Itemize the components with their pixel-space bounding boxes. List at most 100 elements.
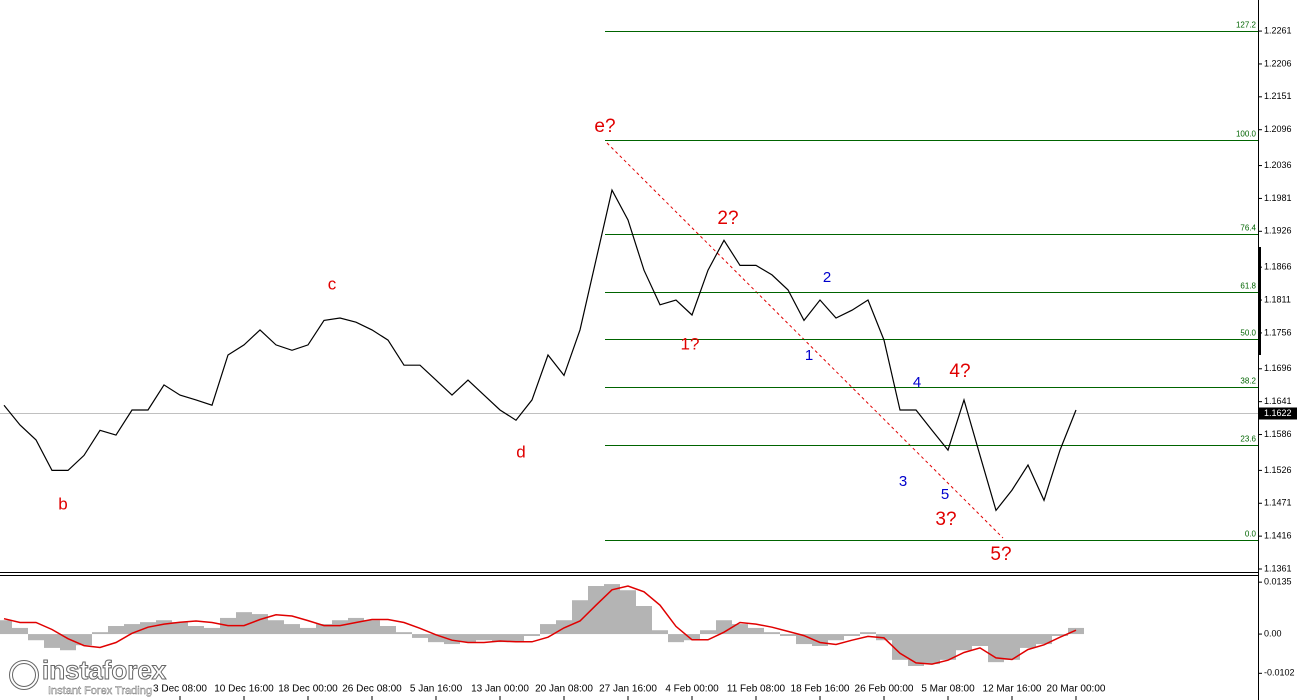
x-tick-label: 20 Jan 08:00: [535, 684, 593, 695]
macd-bar: [700, 630, 716, 635]
x-tick-label: 18 Dec 00:00: [278, 684, 338, 695]
macd-bar: [60, 634, 76, 651]
macd-bar: [652, 630, 668, 635]
wave-label: 3?: [935, 509, 956, 530]
macd-bar: [956, 634, 972, 651]
macd-bar: [428, 634, 444, 643]
y-tick-label: 1.1641: [1264, 396, 1292, 406]
macd-bar: [796, 634, 812, 645]
macd-bar: [732, 624, 748, 635]
macd-bar: [124, 624, 140, 635]
x-tick-label: 20 Mar 00:00: [1047, 684, 1106, 695]
wave-label: 1?: [681, 334, 700, 353]
wave-label: 2?: [717, 208, 738, 229]
macd-bar: [812, 634, 828, 646]
x-tick-label: 18 Feb 16:00: [791, 684, 850, 695]
x-tick-label: 12 Mar 16:00: [983, 684, 1042, 695]
current-price-label: 1.1622: [1264, 408, 1292, 418]
wave-label: e?: [594, 116, 615, 137]
macd-bar: [92, 632, 108, 635]
macd-bar: [396, 632, 412, 635]
x-tick-label: 10 Dec 16:00: [214, 684, 274, 695]
wave-label: 5: [941, 486, 949, 503]
macd-bar: [844, 634, 860, 636]
macd-bar: [780, 634, 796, 636]
current-price-box: [1259, 407, 1297, 420]
macd-bar: [172, 622, 188, 635]
macd-bar: [588, 586, 604, 635]
x-tick-label: 4 Feb 00:00: [665, 684, 719, 695]
y-tick-label: 1.1981: [1264, 193, 1292, 203]
y-tick-label: -0.0102: [1264, 668, 1295, 678]
y-tick-label: 1.2096: [1264, 124, 1292, 134]
macd-bar: [476, 634, 492, 641]
macd-bar: [1052, 634, 1068, 636]
macd-bar: [1020, 634, 1036, 648]
x-tick-label: 5 Mar 08:00: [921, 684, 975, 695]
macd-bar: [492, 634, 508, 643]
y-tick-label: 1.2206: [1264, 58, 1292, 68]
wave-label: 4: [913, 374, 921, 391]
y-tick-label: 0.00: [1264, 628, 1282, 638]
logo-icon: [10, 661, 38, 689]
macd-bar: [908, 634, 924, 666]
macd-bar: [1036, 634, 1052, 645]
macd-bar: [412, 634, 428, 638]
fib-label: 50.0: [1240, 329, 1256, 338]
wave-label: 2: [823, 269, 831, 286]
x-tick-label: 13 Jan 00:00: [471, 684, 529, 695]
macd-bar: [508, 634, 524, 643]
fib-label: 76.4: [1240, 224, 1256, 233]
y-tick-label: 1.2261: [1264, 25, 1292, 35]
macd-bar: [44, 634, 60, 648]
y-tick-label: 1.1471: [1264, 498, 1292, 508]
macd-bar: [332, 620, 348, 635]
watermark-brand: instaforex: [42, 655, 167, 685]
wave-label: c: [328, 274, 337, 293]
y-tick-label: 1.1526: [1264, 465, 1292, 475]
macd-bar: [636, 606, 652, 635]
macd-bar: [156, 620, 172, 635]
macd-bar: [940, 634, 956, 660]
macd-bar: [108, 626, 124, 635]
macd-bar: [140, 622, 156, 635]
price-line: [3, 188, 1077, 512]
macd-bar: [28, 634, 44, 641]
x-tick-label: 26 Dec 08:00: [342, 684, 402, 695]
x-tick-label: 3 Dec 08:00: [153, 684, 207, 695]
macd-bar: [972, 634, 988, 646]
fib-label: 23.6: [1240, 435, 1256, 444]
y-tick-label: 1.2151: [1264, 91, 1292, 101]
macd-bar: [748, 627, 764, 635]
macd-bar: [300, 627, 316, 635]
y-tick-label: 1.1416: [1264, 531, 1292, 541]
macd-bar: [268, 620, 284, 635]
y-tick-label: 1.1866: [1264, 262, 1292, 272]
macd-bar: [924, 634, 940, 665]
macd-bar: [284, 624, 300, 635]
y-tick-label: 1.2036: [1264, 160, 1292, 170]
y-tick-label: 1.1811: [1264, 294, 1291, 304]
fib-label: 0.0: [1245, 530, 1257, 539]
watermark-slogan: Instant Forex Trading: [48, 685, 152, 697]
wave-label: 3: [899, 473, 907, 490]
axis-marker: [1258, 247, 1261, 355]
macd-bar: [460, 634, 476, 643]
y-tick-label: 1.1361: [1264, 563, 1292, 573]
macd-bar: [540, 624, 556, 635]
wave-label: 4?: [949, 361, 970, 382]
macd-bar: [860, 632, 876, 635]
macd-bar: [236, 612, 252, 635]
y-tick-label: 1.1756: [1264, 327, 1292, 337]
macd-bar: [572, 600, 588, 635]
wave-label: 5?: [990, 544, 1011, 565]
y-tick-label: 1.1696: [1264, 363, 1292, 373]
macd-bar: [444, 634, 460, 645]
macd-bar: [684, 634, 700, 641]
macd-bar: [604, 584, 620, 635]
fib-label: 38.2: [1240, 377, 1256, 386]
x-tick-label: 26 Feb 00:00: [855, 684, 914, 695]
wave-label: d: [516, 442, 525, 461]
